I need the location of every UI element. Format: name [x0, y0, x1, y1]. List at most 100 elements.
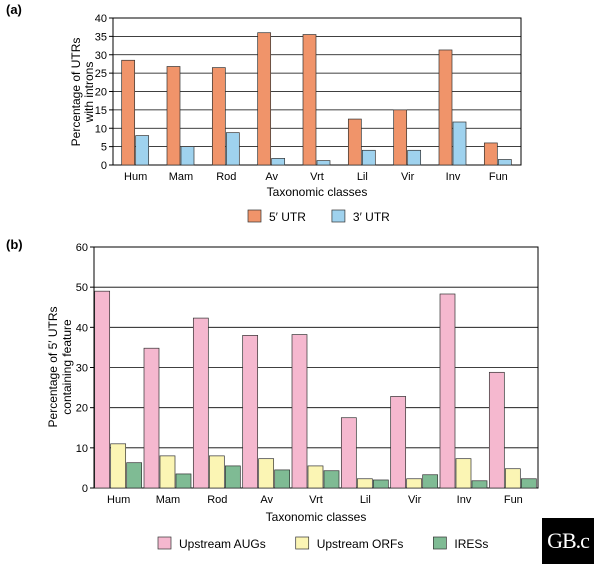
y-tick-label-a-5: 5 — [101, 142, 107, 154]
x-tick-label-b-vrt: Vrt — [309, 494, 323, 506]
bar-b-iress-av — [274, 469, 291, 489]
bar-b-upstream-augs-lil — [340, 417, 357, 489]
bar-b-iress-lil — [372, 479, 389, 489]
bar-b-iress-rod — [224, 465, 241, 489]
bar-b-upstream-orfs-rod — [208, 455, 225, 489]
bar-a-3-utr-vrt — [316, 160, 331, 166]
panel-label-b: (b) — [6, 237, 23, 252]
gb-logo: GB.c — [542, 518, 594, 564]
legend-label-b-upstream-orfs: Upstream ORFs — [317, 537, 404, 551]
bar-b-upstream-augs-mam — [143, 347, 160, 489]
legend-label-a-3-utr: 3′ UTR — [353, 210, 390, 224]
y-tick-label-a-15: 15 — [95, 105, 107, 117]
legend-label-b-iress: IRESs — [454, 537, 488, 551]
x-tick-label-b-vir: Vir — [408, 494, 422, 506]
x-axis-title-b: Taxonomic classes — [266, 510, 367, 524]
y-tick-label-a-10: 10 — [95, 123, 107, 135]
y-tick-label-a-0: 0 — [101, 160, 107, 172]
y-tick-label-a-20: 20 — [95, 87, 107, 99]
bar-a-3-utr-rod — [225, 132, 240, 166]
bar-a-3-utr-mam — [180, 146, 195, 166]
bar-b-upstream-augs-vrt — [291, 334, 308, 489]
y-axis-title-a: Percentage of UTRswith introns — [69, 38, 96, 147]
y-tick-label-b-10: 10 — [76, 443, 88, 455]
x-tick-label-a-av: Av — [265, 171, 278, 183]
bar-b-upstream-orfs-vir — [406, 478, 423, 489]
bar-a-3-utr-fun — [497, 159, 512, 166]
bar-b-upstream-augs-rod — [192, 317, 209, 489]
y-axis-title-line-b-1: containing feature — [60, 319, 74, 415]
bar-b-iress-hum — [126, 462, 143, 489]
bar-b-upstream-orfs-vrt — [307, 465, 324, 489]
y-axis-title-line-a-1: with introns — [82, 62, 96, 124]
bar-b-upstream-orfs-lil — [356, 478, 373, 489]
bar-a-5-utr-rod — [211, 67, 226, 166]
legend-swatch-b-upstream-augs — [157, 536, 172, 550]
bar-a-5-utr-mam — [166, 66, 181, 166]
bar-b-upstream-orfs-mam — [159, 455, 176, 489]
bar-b-iress-vir — [422, 474, 439, 489]
y-tick-label-a-40: 40 — [95, 13, 107, 25]
bar-b-iress-mam — [175, 473, 192, 489]
legend-swatch-b-upstream-orfs — [295, 536, 310, 550]
legend-swatch-b-iress — [433, 536, 447, 550]
legend-label-a-5-utr: 5′ UTR — [269, 210, 306, 224]
y-tick-label-b-20: 20 — [76, 403, 88, 415]
bar-a-5-utr-av — [257, 32, 272, 166]
bar-a-3-utr-av — [271, 158, 286, 166]
x-tick-label-b-mam: Mam — [156, 494, 180, 506]
y-tick-label-a-30: 30 — [95, 50, 107, 62]
bar-b-upstream-orfs-av — [258, 458, 275, 489]
y-tick-label-b-0: 0 — [82, 483, 88, 495]
x-tick-label-b-fun: Fun — [504, 494, 523, 506]
x-tick-label-a-vrt: Vrt — [310, 171, 324, 183]
y-axis-title-b: Percentage of 5′ UTRscontaining feature — [46, 307, 74, 428]
x-tick-label-b-av: Av — [260, 494, 273, 506]
bar-b-upstream-orfs-inv — [455, 458, 472, 489]
bar-b-upstream-augs-vir — [390, 396, 407, 489]
bar-b-upstream-augs-inv — [439, 293, 456, 489]
x-tick-label-a-rod: Rod — [216, 171, 236, 183]
x-tick-label-b-inv: Inv — [457, 494, 472, 506]
bar-a-3-utr-vir — [407, 149, 422, 166]
x-tick-label-b-hum: Hum — [107, 494, 130, 506]
bar-b-iress-fun — [520, 478, 537, 489]
legend-label-b-upstream-augs: Upstream AUGs — [179, 537, 266, 551]
bar-b-upstream-orfs-fun — [504, 468, 521, 489]
bar-a-5-utr-inv — [438, 49, 453, 166]
x-tick-label-a-mam: Mam — [169, 171, 193, 183]
y-tick-label-b-50: 50 — [76, 282, 88, 294]
bar-b-iress-vrt — [323, 470, 340, 489]
bar-b-upstream-orfs-hum — [110, 443, 127, 489]
panel-label-a: (a) — [6, 2, 22, 17]
y-tick-label-b-60: 60 — [76, 242, 88, 254]
bar-a-3-utr-lil — [361, 149, 376, 166]
x-tick-label-a-vir: Vir — [401, 171, 415, 183]
bar-b-upstream-augs-fun — [488, 371, 505, 489]
x-axis-title-a: Taxonomic classes — [267, 185, 368, 199]
y-tick-label-a-35: 35 — [95, 31, 107, 43]
bar-a-5-utr-vrt — [302, 34, 317, 166]
x-tick-label-a-hum: Hum — [124, 171, 147, 183]
legend-swatch-a-3-utr — [331, 209, 346, 223]
bar-b-iress-inv — [471, 480, 488, 489]
x-tick-label-a-fun: Fun — [489, 171, 508, 183]
bar-b-upstream-augs-hum — [94, 290, 111, 489]
x-tick-label-a-inv: Inv — [446, 171, 461, 183]
bar-b-upstream-augs-av — [242, 335, 259, 489]
bar-a-3-utr-inv — [452, 121, 467, 166]
bar-a-5-utr-fun — [483, 142, 498, 166]
y-tick-label-b-30: 30 — [76, 363, 88, 375]
y-tick-label-b-40: 40 — [76, 322, 88, 334]
x-tick-label-b-rod: Rod — [207, 494, 227, 506]
x-tick-label-b-lil: Lil — [360, 494, 371, 506]
y-axis-title-line-a-0: Percentage of UTRs — [69, 38, 83, 147]
bar-a-5-utr-lil — [347, 118, 362, 166]
bar-a-3-utr-hum — [135, 135, 150, 166]
y-axis-title-line-b-0: Percentage of 5′ UTRs — [46, 307, 60, 428]
bar-a-5-utr-vir — [393, 109, 408, 166]
x-tick-label-a-lil: Lil — [357, 171, 368, 183]
y-tick-label-a-25: 25 — [95, 68, 107, 80]
bar-a-5-utr-hum — [121, 59, 136, 166]
